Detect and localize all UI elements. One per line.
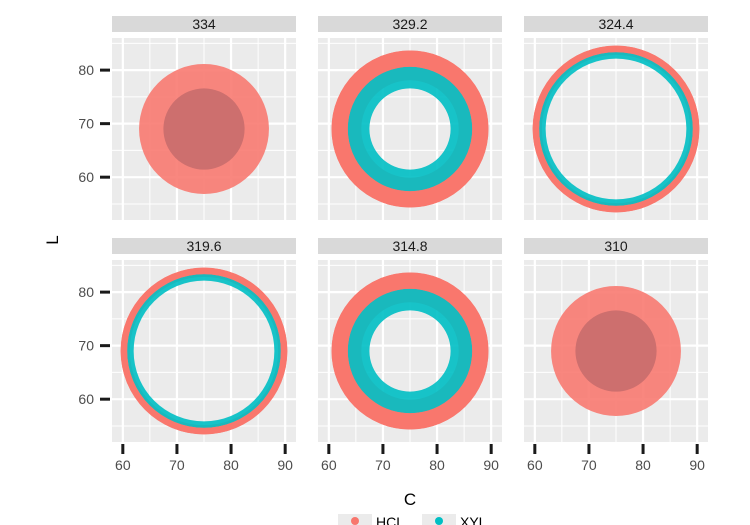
panel-data bbox=[331, 50, 489, 208]
panel-data bbox=[551, 286, 681, 416]
panel-data bbox=[139, 64, 269, 194]
facet-panel: 319.6 bbox=[112, 238, 296, 442]
xyl-points bbox=[575, 310, 657, 392]
x-tick-label: 60 bbox=[321, 457, 337, 473]
legend-label: HCL bbox=[376, 514, 404, 525]
y-axis: 60 70 80 60 70 80 bbox=[78, 62, 110, 407]
facet-panel: 329.2 bbox=[318, 16, 502, 220]
x-tick-label: 90 bbox=[689, 457, 705, 473]
y-tick-label: 80 bbox=[78, 62, 94, 78]
legend-key-swatch bbox=[435, 517, 443, 525]
facet-strip bbox=[524, 238, 708, 254]
xyl-points bbox=[163, 88, 245, 170]
x-tick-label: 80 bbox=[635, 457, 651, 473]
x-tick-label: 80 bbox=[429, 457, 445, 473]
x-tick-label: 80 bbox=[223, 457, 239, 473]
x-tick-label: 90 bbox=[277, 457, 293, 473]
facet-panel: 310 bbox=[524, 238, 708, 442]
facet-strip-label: 334 bbox=[192, 16, 216, 32]
x-tick-label: 70 bbox=[375, 457, 391, 473]
facet-strip bbox=[318, 238, 502, 254]
x-axis: 60 70 80 90 60 70 80 90 60 70 80 90 bbox=[115, 444, 705, 473]
legend: HCL XYL bbox=[338, 514, 487, 525]
y-axis-title: L bbox=[43, 235, 62, 244]
facet-strip-label: 314.8 bbox=[392, 238, 427, 254]
facet-strip-label: 324.4 bbox=[598, 16, 633, 32]
x-tick-label: 90 bbox=[483, 457, 499, 473]
facet-panel: 324.4 bbox=[524, 16, 708, 220]
facet-strip-label: 310 bbox=[604, 238, 628, 254]
facet-strip bbox=[112, 238, 296, 254]
legend-key-swatch bbox=[351, 517, 359, 525]
x-tick-label: 60 bbox=[115, 457, 131, 473]
y-tick-label: 60 bbox=[78, 391, 94, 407]
facet-strip bbox=[112, 16, 296, 32]
panel-data bbox=[331, 272, 489, 430]
x-axis-title: C bbox=[404, 490, 416, 509]
x-tick-label: 60 bbox=[527, 457, 543, 473]
facet-panels: 334 329.2 324.4 319.6 314.8 310 bbox=[112, 16, 708, 442]
y-tick-label: 60 bbox=[78, 169, 94, 185]
y-tick-label: 70 bbox=[78, 116, 94, 132]
xyl-points bbox=[347, 66, 473, 192]
facet-strip-label: 329.2 bbox=[392, 16, 427, 32]
facet-panel: 334 bbox=[112, 16, 296, 220]
y-tick-label: 70 bbox=[78, 338, 94, 354]
legend-label: XYL bbox=[460, 514, 487, 525]
x-tick-label: 70 bbox=[169, 457, 185, 473]
facet-strip bbox=[524, 16, 708, 32]
facet-panel: 314.8 bbox=[318, 238, 502, 442]
facet-strip bbox=[318, 16, 502, 32]
xyl-points bbox=[347, 288, 473, 414]
x-tick-label: 70 bbox=[581, 457, 597, 473]
facet-strip-label: 319.6 bbox=[186, 238, 221, 254]
y-tick-label: 80 bbox=[78, 284, 94, 300]
